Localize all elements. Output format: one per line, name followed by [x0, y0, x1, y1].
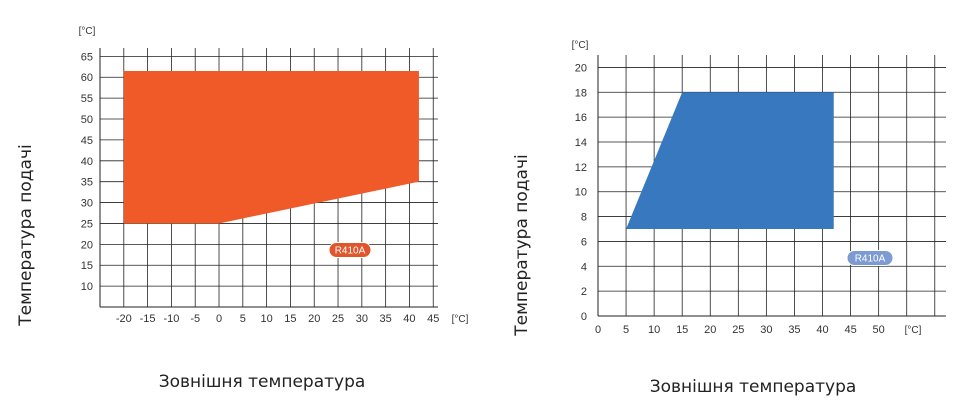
legend-badge [846, 250, 894, 266]
y-tick-label: 10 [575, 187, 587, 199]
y-tick-label: 20 [81, 239, 93, 251]
x-tick-label: 25 [732, 324, 744, 336]
legend-badge-label: R410A [855, 254, 886, 265]
y-tick-label: 6 [581, 236, 587, 248]
x-tick-label: 15 [676, 324, 688, 336]
legend-badge [328, 242, 372, 258]
chart-left: -20 -15 -10 -5 0 5 10 15 20 25 30 35 40 45 10 15 20 25 30 3… [16, 26, 469, 392]
x-tick-label: 35 [788, 324, 800, 336]
y-tick-label: 18 [575, 87, 587, 99]
y-tick-label: 4 [581, 261, 587, 273]
y-tick-label: 12 [575, 162, 587, 174]
x-tick-label: 40 [816, 324, 828, 336]
x-tick-label: 40 [403, 313, 415, 325]
x-tick-label: -5 [190, 313, 200, 325]
x-tick-label: 20 [308, 313, 320, 325]
y-tick-label: 25 [81, 218, 93, 230]
y-unit-label: [°C] [572, 40, 589, 51]
y-tick-label: 2 [581, 286, 587, 298]
x-tick-label: -10 [163, 313, 179, 325]
x-tick-label: -15 [140, 313, 156, 325]
x-tick-label: 5 [623, 324, 629, 336]
y-tick-label: 0 [581, 311, 587, 323]
y-tick-label: 14 [575, 137, 587, 149]
x-tick-label: 45 [427, 313, 439, 325]
y-tick-label: 35 [81, 177, 93, 189]
x-unit-label: [°C] [452, 314, 469, 325]
y-tick-label: 20 [575, 62, 587, 74]
x-tick-label: 50 [873, 324, 885, 336]
y-tick-label: 65 [81, 51, 93, 63]
y-tick-label: 50 [81, 114, 93, 126]
x-tick-label: -20 [116, 313, 132, 325]
y-tick-label: 16 [575, 112, 587, 124]
x-tick-label: 0 [216, 313, 222, 325]
y-tick-label: 40 [81, 156, 93, 168]
x-tick-label: 45 [844, 324, 856, 336]
x-tick-label: 10 [260, 313, 272, 325]
y-tick-label: 45 [81, 135, 93, 147]
x-tick-label: 30 [760, 324, 772, 336]
x-tick-label: 35 [380, 313, 392, 325]
x-tick-label: 30 [356, 313, 368, 325]
chart-right: 0 5 10 15 20 25 30 35 40 45 50 0 2 4 6 8 10 12 14 16 18 20 [°C… [512, 40, 946, 397]
x-axis-title: Зовнішня температура [650, 377, 857, 397]
y-tick-label: 8 [581, 212, 587, 224]
y-axis-title: Температура подачі [512, 154, 532, 336]
y-tick-label: 55 [81, 93, 93, 105]
y-tick-label: 10 [81, 281, 93, 293]
x-tick-label: 20 [704, 324, 716, 336]
operating-area-polygon [626, 92, 834, 230]
y-tick-label: 15 [81, 260, 93, 272]
x-tick-label: 0 [595, 324, 601, 336]
x-tick-label: 5 [240, 313, 246, 325]
x-tick-label: 15 [284, 313, 296, 325]
x-tick-label: 10 [648, 324, 660, 336]
y-axis-title: Температура подачі [16, 144, 36, 326]
operating-area-polygon [123, 70, 419, 224]
x-unit-label: [°C] [905, 325, 922, 336]
x-axis-title: Зовнішня температура [159, 372, 366, 392]
legend-badge-label: R410A [335, 246, 366, 257]
x-tick-label: 25 [332, 313, 344, 325]
y-tick-label: 30 [81, 198, 93, 210]
y-tick-label: 60 [81, 72, 93, 84]
y-unit-label: [°C] [79, 26, 96, 37]
